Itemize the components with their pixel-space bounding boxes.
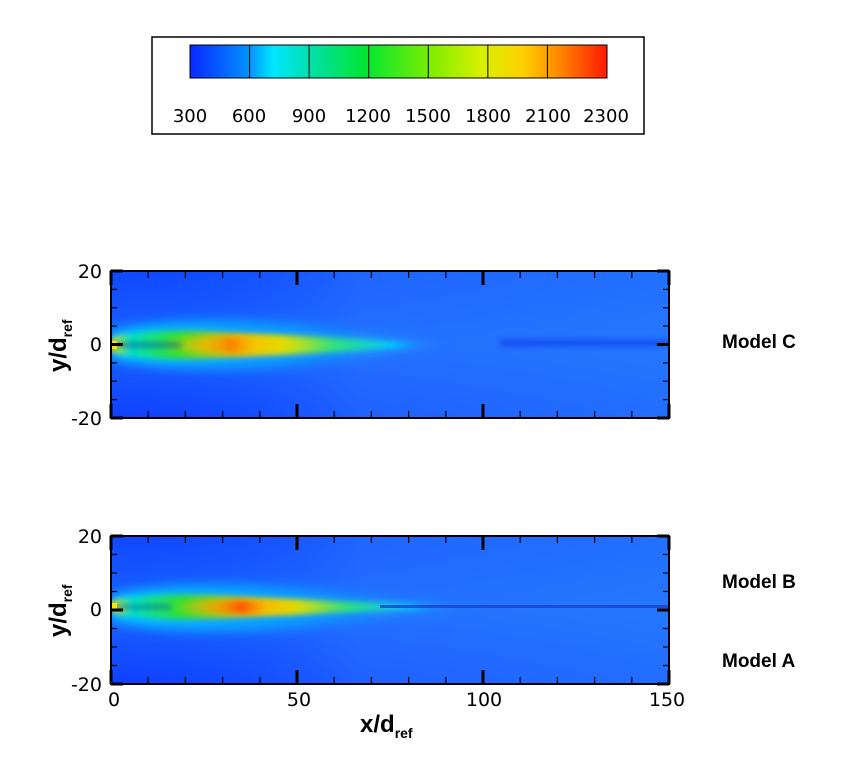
plot-panel-bottom: 20 0 -20 0 50 100 150 y/dref x/dref Mode…	[45, 526, 796, 741]
model-label: Model C	[722, 332, 796, 353]
colorbar-tick-label: 300	[173, 106, 207, 127]
colorbar-strip	[189, 44, 608, 79]
x-axis-title: x/dref	[360, 711, 413, 741]
colorbar-tick-labels: 300 600 900 1200 1500 1800 2100 2300	[173, 106, 629, 127]
ytick-label: 0	[90, 599, 102, 621]
colorbar-tick-label: 2300	[583, 106, 629, 127]
colorbar-dividers	[249, 45, 548, 78]
colorbar-tick-label: 600	[232, 106, 266, 127]
plot-panel-top: 20 0 -20 y/dref Model C	[45, 261, 796, 430]
y-axis-title-bottom: y/dref	[45, 584, 75, 637]
ytick-label: 20	[78, 261, 102, 283]
ytick-label: 0	[90, 334, 102, 356]
xtick-label: 100	[466, 689, 502, 711]
y-axis-title-top: y/dref	[45, 319, 75, 372]
colorbar-tick-label: 2100	[525, 106, 571, 127]
ytick-label: -20	[71, 408, 102, 430]
xtick-label: 0	[108, 689, 120, 711]
model-label: Model B	[722, 572, 796, 593]
heatmap-field-top	[111, 271, 669, 418]
colorbar-tick-label: 1800	[465, 106, 511, 127]
colorbar-tick-label: 1200	[345, 106, 391, 127]
colorbar-tick-label: 900	[292, 106, 326, 127]
ytick-label: 20	[78, 526, 102, 548]
colorbar-legend: 300 600 900 1200 1500 1800 2100 2300	[151, 36, 645, 135]
ytick-label: -20	[71, 674, 102, 696]
colorbar-tick-label: 1500	[405, 106, 451, 127]
xtick-label: 50	[287, 689, 311, 711]
model-label: Model A	[722, 651, 795, 672]
xtick-label: 150	[649, 689, 685, 711]
heatmap-field-bottom	[111, 536, 669, 684]
axis-ticks-top	[109, 269, 671, 420]
axis-ticks-bottom	[109, 534, 671, 686]
